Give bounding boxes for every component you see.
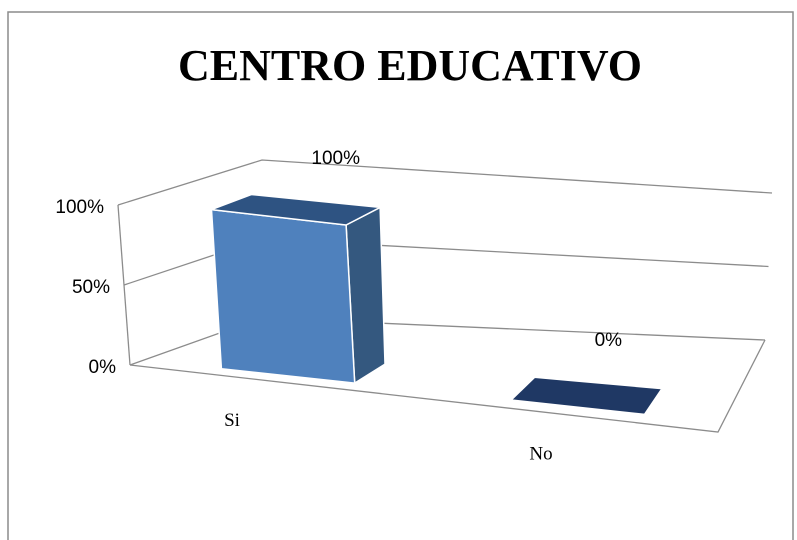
grid-line xyxy=(117,159,773,206)
y-tick-label: 0% xyxy=(89,357,117,378)
chart-title: CENTRO EDUCATIVO xyxy=(178,41,642,90)
bar-front xyxy=(210,208,356,384)
x-tick-label: No xyxy=(529,444,552,465)
y-tick-label: 50% xyxy=(72,277,110,298)
bar-top xyxy=(211,193,383,226)
y-tick-label: 100% xyxy=(55,197,104,218)
data-label: 100% xyxy=(311,148,360,169)
chart-frame xyxy=(7,11,794,540)
data-label: 0% xyxy=(595,330,623,351)
x-tick-label: Si xyxy=(224,410,240,431)
floor-edge xyxy=(129,339,766,433)
bar-top xyxy=(509,376,664,416)
